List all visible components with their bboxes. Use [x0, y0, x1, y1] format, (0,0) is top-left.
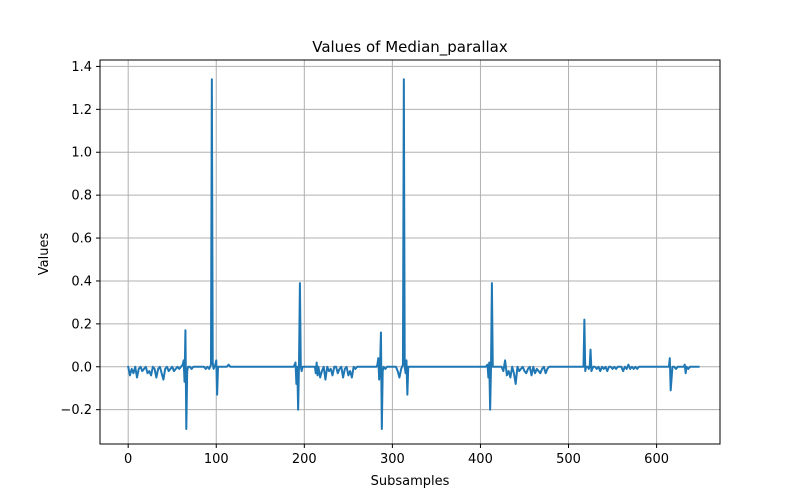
y-tick-label: 0.6: [71, 232, 92, 247]
chart-title: Values of Median_parallax: [312, 38, 508, 57]
y-tick-label: −0.2: [60, 403, 92, 418]
y-tick-label: 0.2: [71, 317, 92, 332]
y-tick-label: 0.0: [71, 360, 92, 375]
x-ticks: 0 100 200 300 400 500 600: [124, 444, 669, 467]
x-tick-label: 200: [292, 452, 317, 467]
grid: [100, 60, 720, 444]
y-tick-label: 0.8: [71, 189, 92, 204]
y-tick-label: 1.0: [71, 146, 92, 161]
y-axis-label: Values: [37, 233, 52, 276]
x-axis-label: Subsamples: [371, 474, 450, 489]
x-tick-label: 600: [644, 452, 669, 467]
y-tick-label: 1.4: [71, 60, 92, 75]
x-tick-label: 400: [468, 452, 493, 467]
x-tick-label: 300: [380, 452, 405, 467]
x-tick-label: 100: [204, 452, 229, 467]
y-tick-label: 1.2: [71, 103, 92, 118]
y-tick-label: 0.4: [71, 274, 92, 289]
series-group: [127, 78, 700, 430]
plot-frame: [99, 59, 721, 445]
x-tick-label: 0: [124, 452, 132, 467]
x-tick-label: 500: [556, 452, 581, 467]
y-ticks: −0.2 0.0 0.2 0.4 0.6 0.8 1.0 1.2 1.4: [60, 60, 100, 418]
series-line: [127, 78, 700, 430]
